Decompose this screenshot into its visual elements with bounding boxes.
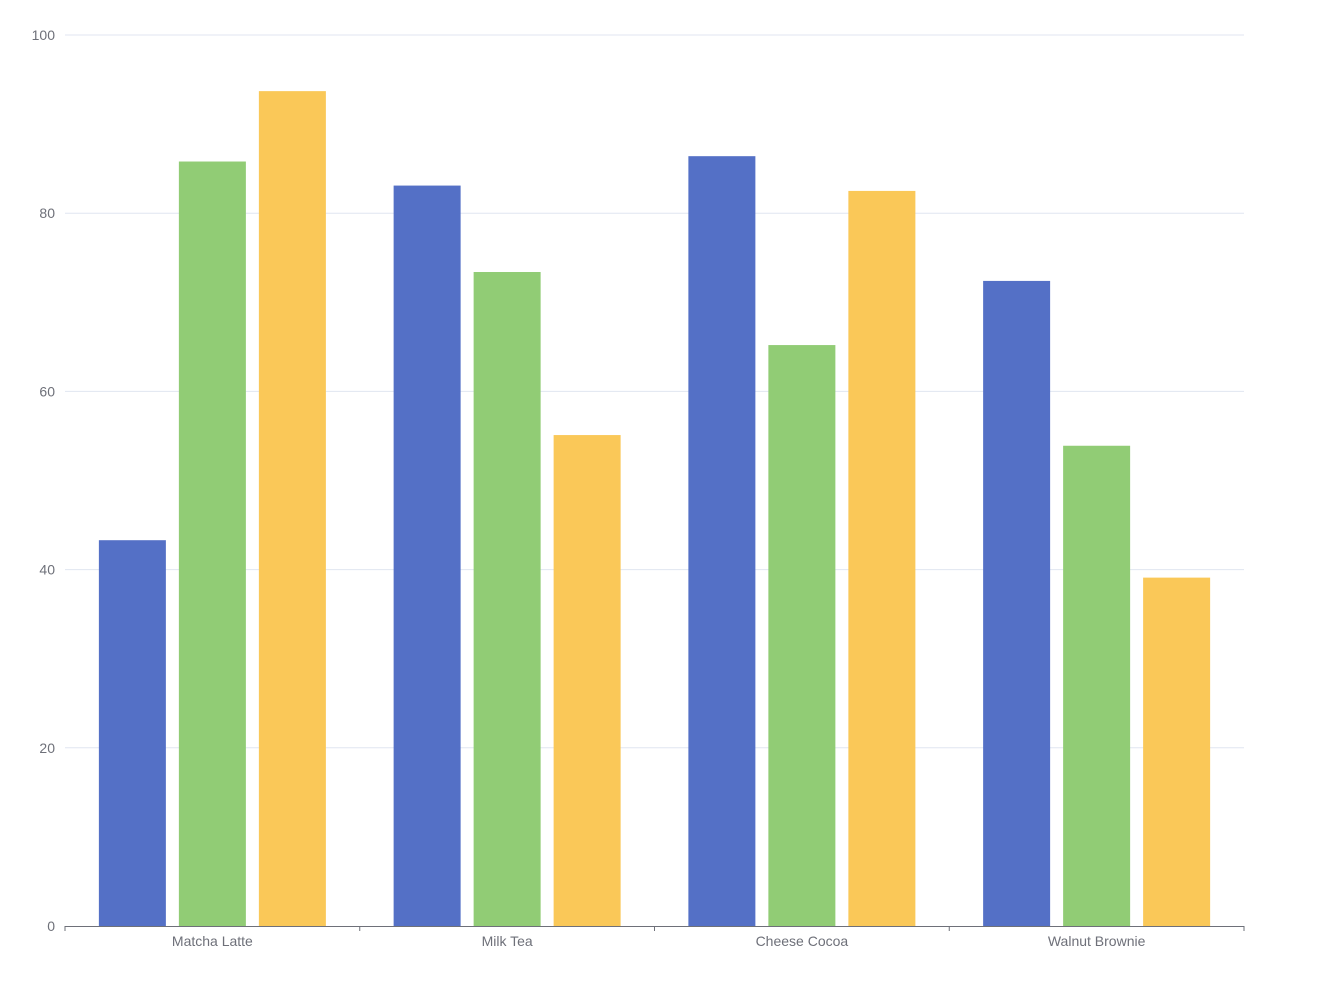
bar-cheese-cocoa-series-2[interactable] (768, 345, 836, 926)
y-tick-label: 80 (39, 205, 55, 221)
bar-walnut-brownie-series-3[interactable] (1143, 577, 1211, 926)
x-axis (64, 926, 1245, 931)
bar-cheese-cocoa-series-1[interactable] (688, 156, 756, 926)
x-tick-label: Cheese Cocoa (756, 933, 849, 949)
y-tick-label: 40 (39, 562, 55, 578)
bar-cheese-cocoa-series-3[interactable] (848, 190, 916, 927)
bar-milk-tea-series-1[interactable] (393, 185, 461, 927)
bar-milk-tea-series-3[interactable] (553, 435, 621, 926)
bars (98, 91, 1211, 927)
y-tick-label: 100 (32, 27, 56, 43)
y-tick-label: 60 (39, 383, 55, 399)
x-tick-label: Walnut Brownie (1048, 933, 1146, 949)
x-axis-tick-labels: Matcha Latte Milk Tea Cheese Cocoa Walnut B… (172, 933, 1146, 949)
bar-walnut-brownie-series-1[interactable] (983, 280, 1051, 926)
x-tick-label: Matcha Latte (172, 933, 253, 949)
bar-walnut-brownie-series-2[interactable] (1063, 445, 1131, 926)
bar-milk-tea-series-2[interactable] (473, 272, 541, 927)
bar-matcha-latte-series-2[interactable] (178, 161, 246, 927)
bar-matcha-latte-series-1[interactable] (98, 540, 166, 926)
y-axis-tick-labels: 0 20 40 60 80 100 (32, 27, 56, 934)
y-tick-label: 20 (39, 740, 55, 756)
x-tick-label: Milk Tea (482, 933, 533, 949)
y-tick-label: 0 (47, 918, 55, 934)
bar-matcha-latte-series-3[interactable] (258, 91, 326, 927)
